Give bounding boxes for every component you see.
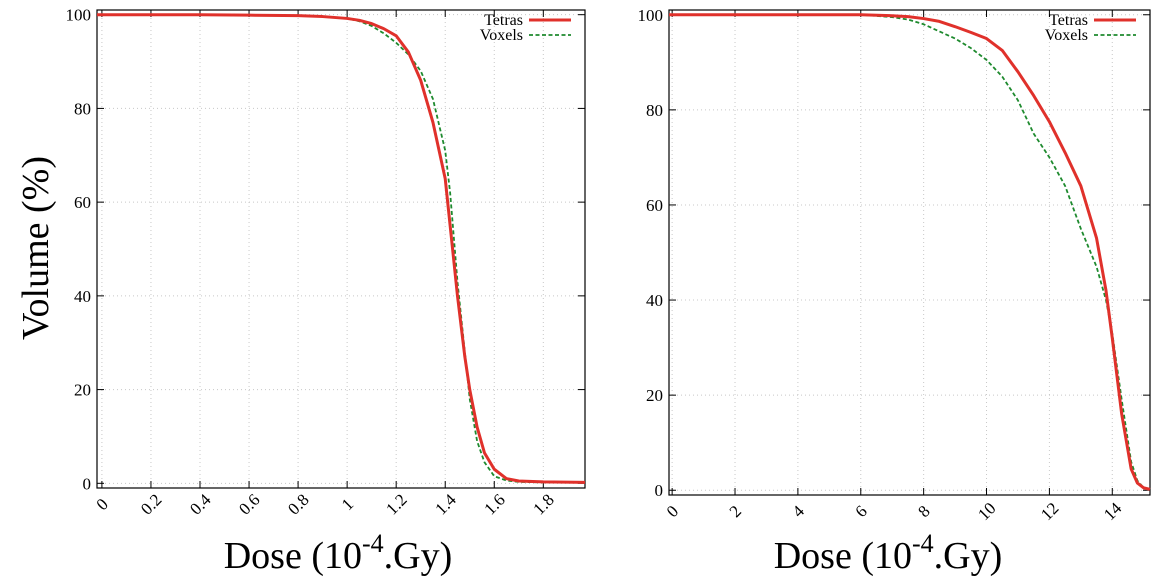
right-y-tick-label-3: 60 [646, 196, 663, 215]
right-series-voxels [669, 13, 1151, 491]
x-axis-title-left-unit: .Gy) [384, 535, 453, 577]
left-x-tick-label-2: 0.4 [186, 490, 215, 519]
right-y-tick-label-1: 20 [646, 386, 663, 405]
left-y-tick-label-1: 20 [74, 381, 91, 400]
left-x-tick-label-8: 1.6 [480, 490, 508, 518]
right-x-tick-label-3: 6 [851, 502, 870, 521]
left-series-voxels [97, 13, 585, 484]
left-x-tick-label-3: 0.6 [235, 490, 263, 518]
right-x-tick-label-6: 12 [1037, 499, 1062, 524]
right-y-tick-label-2: 40 [646, 291, 663, 310]
left-x-tick-label-9: 1.8 [529, 490, 557, 518]
left-y-tick-label-3: 60 [74, 193, 91, 212]
x-axis-title-right-unit: .Gy) [934, 535, 1003, 577]
left-x-tick-label-0: 0 [93, 495, 112, 514]
right-grid [669, 10, 1150, 495]
left-y-tick-label-2: 40 [74, 287, 91, 306]
right-y-tick-label-5: 100 [638, 6, 664, 25]
right-y-tick-label-4: 80 [646, 101, 663, 120]
right-x-tick-label-2: 4 [789, 501, 809, 521]
x-axis-title-right-main: Dose (10 [774, 535, 912, 577]
right-legend-label-voxels: Voxels [1045, 27, 1088, 44]
right-x-tick-label-1: 2 [726, 502, 745, 521]
right-y-tick-label-0: 0 [655, 481, 664, 500]
x-axis-title-left-sup: -4 [362, 529, 384, 558]
right-plot-frame [668, 9, 1151, 496]
right-legend-label-tetras: Tetras [1049, 12, 1088, 29]
left-x-tick-label-7: 1.4 [431, 490, 460, 519]
left-y-tick-label-5: 100 [66, 6, 92, 25]
x-axis-title-right: Dose (10-4.Gy) [774, 529, 1003, 577]
left-y-tick-label-0: 0 [83, 474, 92, 493]
right-x-tick-label-4: 8 [914, 502, 933, 521]
left-x-tick-label-4: 0.8 [284, 490, 312, 518]
x-axis-title-left: Dose (10-4.Gy) [224, 529, 453, 577]
left-legend-label-tetras: Tetras [484, 12, 523, 29]
right-x-tick-label-7: 14 [1100, 498, 1126, 524]
left-y-tick-label-4: 80 [74, 99, 91, 118]
right-series-tetras [669, 13, 1151, 491]
left-grid [97, 10, 585, 488]
left-dvh-chart: 0 0.2 0.4 0.6 0.8 1 1.2 1.4 1.6 1.8 0 20 40 60 80 100 Te… [66, 6, 586, 519]
left-x-tick-label-6: 1.2 [382, 490, 410, 518]
left-x-tick-label-1: 0.2 [137, 490, 165, 518]
y-axis-title: Volume (%) [15, 156, 57, 340]
x-axis-title-right-sup: -4 [912, 529, 934, 558]
right-x-tick-label-0: 0 [663, 502, 682, 521]
x-axis-title-left-main: Dose (10 [224, 535, 362, 577]
left-x-tick-label-5: 1 [338, 495, 357, 514]
right-x-tick-label-5: 10 [974, 499, 999, 524]
left-series-tetras [97, 13, 586, 484]
left-legend-label-voxels: Voxels [480, 27, 523, 44]
left-plot-frame [96, 9, 586, 489]
